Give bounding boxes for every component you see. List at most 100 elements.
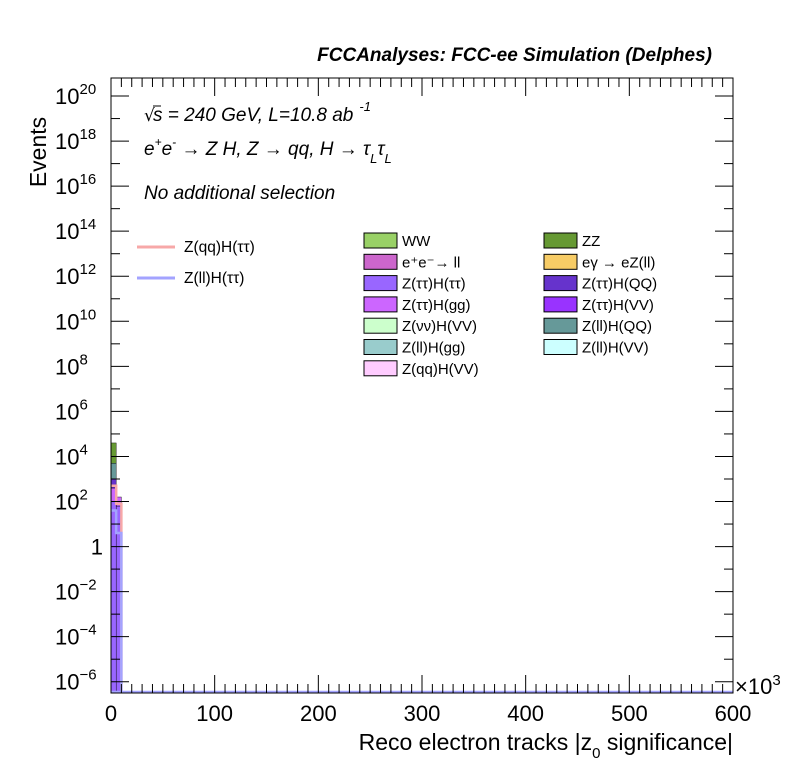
- legend-swatch: [543, 232, 578, 249]
- y-tick-exponent: 8: [79, 351, 87, 368]
- x-tick-label: 600: [715, 701, 752, 726]
- y-tick-label: 10−4: [55, 622, 97, 650]
- y-tick-label: 1020: [55, 81, 96, 109]
- y-tick-label: 1018: [55, 126, 96, 154]
- legend-swatch: [543, 296, 578, 313]
- process-annotation: e+e- → Z H, Z → qq, H → τLτL: [144, 135, 392, 166]
- energy-unit-exponent: -1: [359, 99, 371, 114]
- y-tick-label: 104: [55, 441, 88, 469]
- x-tick-label: 0: [105, 701, 117, 726]
- legend-swatch: [543, 339, 578, 355]
- y-tick-base: 10: [55, 84, 79, 109]
- y-tick-label: 102: [55, 487, 88, 515]
- y-tick-label: 10−6: [55, 667, 97, 695]
- legend-swatch: [363, 360, 398, 377]
- x-tick-label: 400: [507, 701, 544, 726]
- chart-title: FCCAnalyses: FCC-ee Simulation (Delphes): [317, 45, 712, 66]
- legend-swatch: [363, 253, 398, 270]
- y-tick-label: 1012: [55, 261, 96, 289]
- legend-label: Z(qq)H(VV): [402, 361, 479, 378]
- energy-annotation: √ s = 240 GeV, L=10.8 ab -1: [144, 99, 371, 126]
- y-tick-label: 108: [55, 351, 88, 379]
- energy-s: s: [153, 105, 163, 126]
- legend-swatch: [543, 275, 578, 292]
- y-tick-exponent: −4: [79, 622, 96, 639]
- legend-label: eγ → eZ(ll): [582, 254, 655, 271]
- x-axis-multiplier: ×103: [735, 672, 781, 699]
- legend-label: ZZ: [582, 233, 600, 250]
- y-tick-base: 10: [55, 219, 79, 244]
- x-axis-label-subscript: 0: [592, 745, 600, 762]
- energy-value: = 240 GeV, L=10.8 ab: [163, 105, 354, 126]
- y-axis-label: Events: [25, 117, 51, 187]
- y-tick-base: 10: [55, 309, 79, 334]
- legend-signals: Z(qq)H(ττ) Z(ll)H(ττ): [137, 239, 255, 287]
- y-tick-base: 10: [55, 580, 79, 605]
- legend-label: Z(ll)H(gg): [402, 340, 465, 357]
- process-tau1-sub: L: [370, 151, 377, 166]
- y-tick-base: 10: [55, 399, 79, 424]
- sqrt-symbol: √: [144, 106, 155, 126]
- y-tick-base: 10: [55, 444, 79, 469]
- y-tick-exponent: 12: [79, 261, 96, 278]
- y-tick-base: 10: [55, 174, 79, 199]
- y-tick-label: 1014: [55, 216, 96, 244]
- y-tick-exponent: 2: [79, 487, 87, 504]
- signal-line-1: [111, 509, 123, 693]
- process-e2-charge: -: [172, 135, 176, 149]
- y-tick-exponent: −6: [79, 667, 96, 684]
- x-axis-label: Reco electron tracks |z0 significance|: [359, 729, 733, 762]
- y-tick-exponent: 20: [79, 81, 96, 98]
- legend-swatch: [543, 253, 578, 270]
- process-tau2: τ: [377, 139, 386, 160]
- y-tick-exponent: 18: [79, 126, 96, 143]
- x-axis-label-main: Reco electron tracks |z: [359, 729, 593, 755]
- x-axis-multiplier-base: ×10: [735, 674, 772, 699]
- selection-annotation: No additional selection: [144, 183, 335, 204]
- y-tick-base: 10: [55, 129, 79, 154]
- process-e1: e: [144, 139, 155, 160]
- legend-label: Z(νν)H(VV): [402, 318, 477, 335]
- y-tick-exponent: 16: [79, 171, 96, 188]
- y-tick-exponent: 4: [79, 441, 87, 458]
- y-tick-base: 10: [55, 264, 79, 289]
- y-tick-label: 10−2: [55, 577, 97, 605]
- legend-swatch: [363, 232, 398, 249]
- legend-backgrounds: WW ZZ e⁺e⁻→ ll eγ → eZ(ll) Z(ττ)H(ττ) Z(ττ)H(…: [363, 232, 657, 378]
- legend-swatch: [363, 296, 398, 313]
- legend-label: Z(ττ)H(QQ): [582, 276, 657, 293]
- legend-swatch: [363, 317, 398, 334]
- y-tick-label: 1010: [55, 306, 96, 334]
- energy-text: s = 240 GeV, L=10.8 ab -1: [153, 99, 371, 126]
- legend-label: Z(ττ)H(VV): [582, 297, 654, 314]
- legend-signal-label: Z(ll)H(ττ): [184, 270, 244, 287]
- legend-swatch: [543, 317, 578, 334]
- x-tick-label: 300: [404, 701, 441, 726]
- legend-label: Z(ll)H(QQ): [582, 318, 652, 335]
- legend-signal-label: Z(qq)H(ττ): [184, 239, 255, 256]
- process-chain: → Z H, Z → qq, H → τ: [176, 139, 372, 160]
- legend-label: Z(ττ)H(ττ): [402, 276, 466, 293]
- y-tick-exponent: 10: [79, 306, 96, 323]
- y-tick-base: 10: [55, 490, 79, 515]
- y-axis: 10−610−410−21102104106108101010121014101…: [55, 81, 733, 695]
- x-axis: 0 100 200 300 400 500 600: [105, 78, 751, 726]
- x-tick-label: 100: [196, 701, 233, 726]
- stack-bar-bin0-4: [110, 442, 117, 464]
- y-tick-base: 10: [55, 354, 79, 379]
- x-axis-multiplier-exponent: 3: [772, 672, 780, 689]
- y-tick-exponent: 14: [79, 216, 96, 233]
- process-tau2-sub: L: [384, 151, 391, 166]
- x-axis-label-tail: significance|: [600, 729, 733, 755]
- y-tick-label: 1: [91, 535, 103, 560]
- legend-label: Z(ττ)H(gg): [402, 297, 471, 314]
- y-tick-exponent: 6: [79, 396, 87, 413]
- process-e1-charge: +: [155, 135, 162, 149]
- y-tick-base: 10: [55, 670, 79, 695]
- process-e2: e: [162, 139, 173, 160]
- stack-bar-bin0-3: [110, 463, 117, 480]
- x-tick-label: 500: [611, 701, 648, 726]
- y-tick-base: 10: [55, 625, 79, 650]
